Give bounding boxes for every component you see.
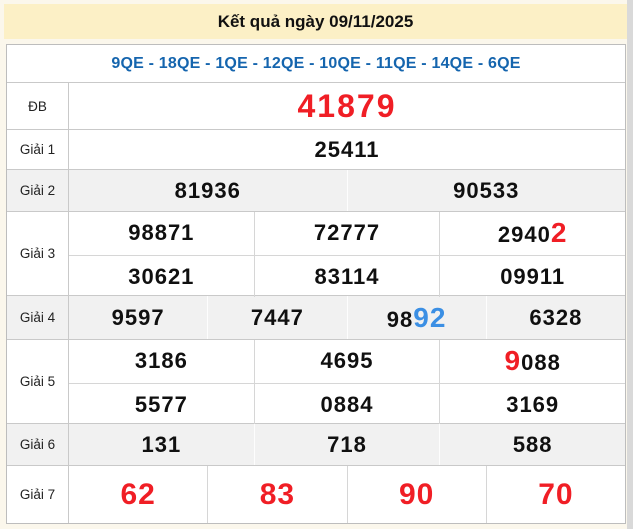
prize-number: 4695 (253, 340, 440, 383)
prize-row-g5: Giải 5 3186 4695 9088 5577 0884 3169 (7, 339, 625, 425)
prize-number: 72777 (253, 212, 440, 255)
prize-number: 70 (485, 466, 625, 523)
prize-number: 3169 (439, 384, 625, 425)
prize-number-highlighted: 9892 (346, 296, 486, 339)
prize-number: 62 (120, 478, 156, 511)
prize-number: 718 (253, 424, 440, 465)
vertical-scrollbar[interactable] (627, 0, 633, 529)
prize-subrow: 98871 72777 29402 (69, 212, 625, 255)
prize-label-g4: Giải 4 (7, 296, 69, 339)
highlight-digit-red: 9 (504, 345, 522, 376)
prize-number: 25411 (314, 137, 380, 162)
prize-row-g4: Giải 4 9597 7447 9892 6328 (7, 295, 625, 339)
prize-number: 3186 (134, 348, 188, 373)
page-title: Kết quả ngày 09/11/2025 (4, 4, 627, 39)
prize-number: 09911 (439, 256, 625, 297)
prize-row-g3: Giải 3 98871 72777 29402 30621 83114 099… (7, 211, 625, 297)
prize-number: 98871 (128, 220, 195, 245)
highlight-digit-red: 2 (550, 217, 568, 248)
prize-label-g6: Giải 6 (7, 424, 69, 465)
prize-number: 5577 (134, 392, 188, 417)
prize-number: 90 (346, 466, 486, 523)
number-prefix: 98 (386, 307, 414, 332)
station-codes-text: 9QE - 18QE - 1QE - 12QE - 10QE - 11QE - … (111, 54, 521, 72)
prize-label-g1: Giải 1 (7, 130, 69, 169)
prize-number: 90533 (346, 170, 626, 211)
prize-number: 30621 (128, 264, 195, 289)
results-table: 9QE - 18QE - 1QE - 12QE - 10QE - 11QE - … (6, 44, 626, 524)
prize-number: 6328 (485, 296, 625, 339)
prize-row-g7: Giải 7 62 83 90 70 (7, 465, 625, 523)
prize-number: 131 (141, 432, 182, 457)
prize-number-highlighted: 9088 (439, 340, 625, 383)
prize-number: 81936 (174, 178, 241, 203)
prize-row-g1: Giải 1 25411 (7, 129, 625, 169)
prize-label-g7: Giải 7 (7, 466, 69, 523)
prize-number: 83114 (253, 256, 440, 297)
number-prefix: 2940 (497, 222, 551, 247)
prize-number: 41879 (297, 88, 397, 124)
prize-label-g5: Giải 5 (7, 340, 69, 423)
prize-number: 9597 (111, 305, 165, 330)
prize-subrow: 3186 4695 9088 (69, 340, 625, 383)
prize-subrow: 30621 83114 09911 (69, 255, 625, 297)
prize-row-g2: Giải 2 81936 90533 (7, 169, 625, 211)
prize-row-db: ĐB 41879 (7, 82, 625, 129)
prize-number-highlighted: 29402 (439, 212, 625, 255)
highlight-digits-blue: 92 (413, 302, 447, 333)
station-codes-row: 9QE - 18QE - 1QE - 12QE - 10QE - 11QE - … (7, 45, 625, 82)
prize-number: 588 (439, 424, 625, 465)
prize-label-g2: Giải 2 (7, 170, 69, 211)
number-suffix: 088 (521, 350, 561, 375)
prize-label-db: ĐB (7, 83, 69, 129)
prize-subrow: 5577 0884 3169 (69, 383, 625, 425)
prize-row-g6: Giải 6 131 718 588 (7, 423, 625, 465)
prize-number: 0884 (253, 384, 440, 425)
prize-number: 7447 (207, 296, 346, 339)
prize-label-g3: Giải 3 (7, 212, 69, 295)
prize-number: 83 (207, 466, 346, 523)
